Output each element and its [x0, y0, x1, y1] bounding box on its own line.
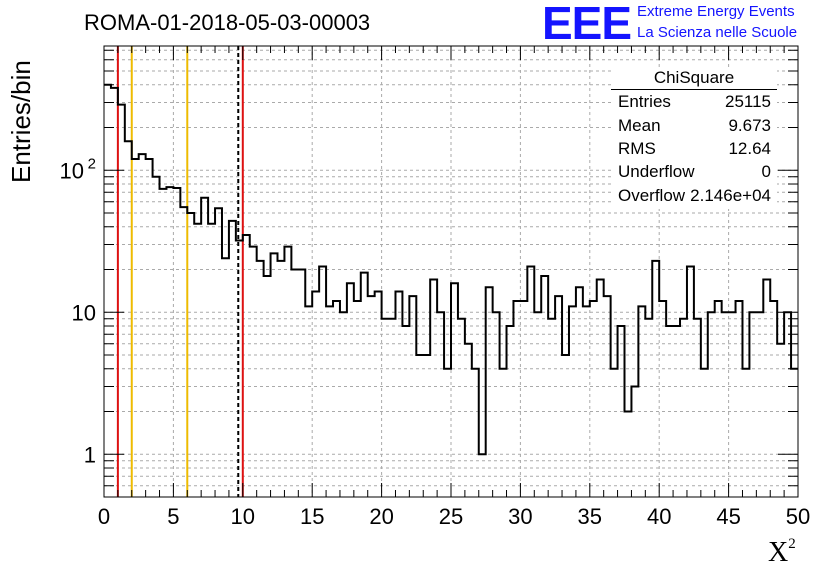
x-axis-label-superscript: 2 [788, 536, 796, 552]
x-axis-label-text: X [768, 537, 789, 568]
stats-title: ChiSquare [653, 68, 735, 87]
stats-value: 9.673 [728, 116, 771, 135]
stats-divider [611, 89, 777, 90]
y-tick-label: 10 [60, 158, 84, 183]
stats-value: 2.146e+04 [690, 186, 771, 205]
stats-row-overflow: Overflow 2.146e+04 [618, 186, 771, 210]
x-tick-label: 40 [647, 504, 671, 529]
stats-row-entries: Entries 25115 [618, 92, 771, 116]
stats-label: Mean [618, 116, 661, 135]
x-tick-label: 45 [716, 504, 740, 529]
x-tick-label: 20 [369, 504, 393, 529]
stats-label: Entries [618, 92, 671, 111]
y-tick-label: 10 [72, 300, 96, 325]
stats-row-mean: Mean 9.673 [618, 116, 771, 140]
logo-line-2: La Scienza nelle Scuole [637, 24, 798, 41]
stats-value: 12.64 [728, 139, 771, 158]
stats-box: ChiSquare Entries 25115 Mean 9.673 RMS 1… [611, 67, 777, 209]
chart-title: ROMA-01-2018-05-03-00003 [84, 10, 371, 35]
stats-value: 0 [761, 162, 771, 181]
logo-line-1: Extreme Energy Events [637, 3, 795, 20]
histogram-line [104, 83, 798, 456]
x-tick-label: 30 [508, 504, 532, 529]
stats-label: Underflow [618, 162, 695, 181]
y-axis-label: Entries/bin [6, 60, 36, 183]
x-axis-label: X2 [768, 536, 796, 569]
y-tick-label: 1 [84, 442, 96, 467]
stats-value: 25115 [724, 92, 771, 111]
stats-label: Overflow [618, 186, 686, 205]
eee-logo: EEE [542, 0, 632, 49]
x-tick-label: 15 [300, 504, 324, 529]
x-tick-label: 25 [439, 504, 463, 529]
stats-label: RMS [618, 139, 656, 158]
x-tick-label: 35 [578, 504, 602, 529]
x-tick-label: 50 [786, 504, 810, 529]
y-tick-label-exponent: 2 [88, 155, 96, 172]
x-tick-label: 0 [98, 504, 110, 529]
x-tick-label: 10 [231, 504, 255, 529]
stats-row-underflow: Underflow 0 [618, 162, 771, 186]
x-tick-label: 5 [167, 504, 179, 529]
stats-row-rms: RMS 12.64 [618, 139, 771, 163]
